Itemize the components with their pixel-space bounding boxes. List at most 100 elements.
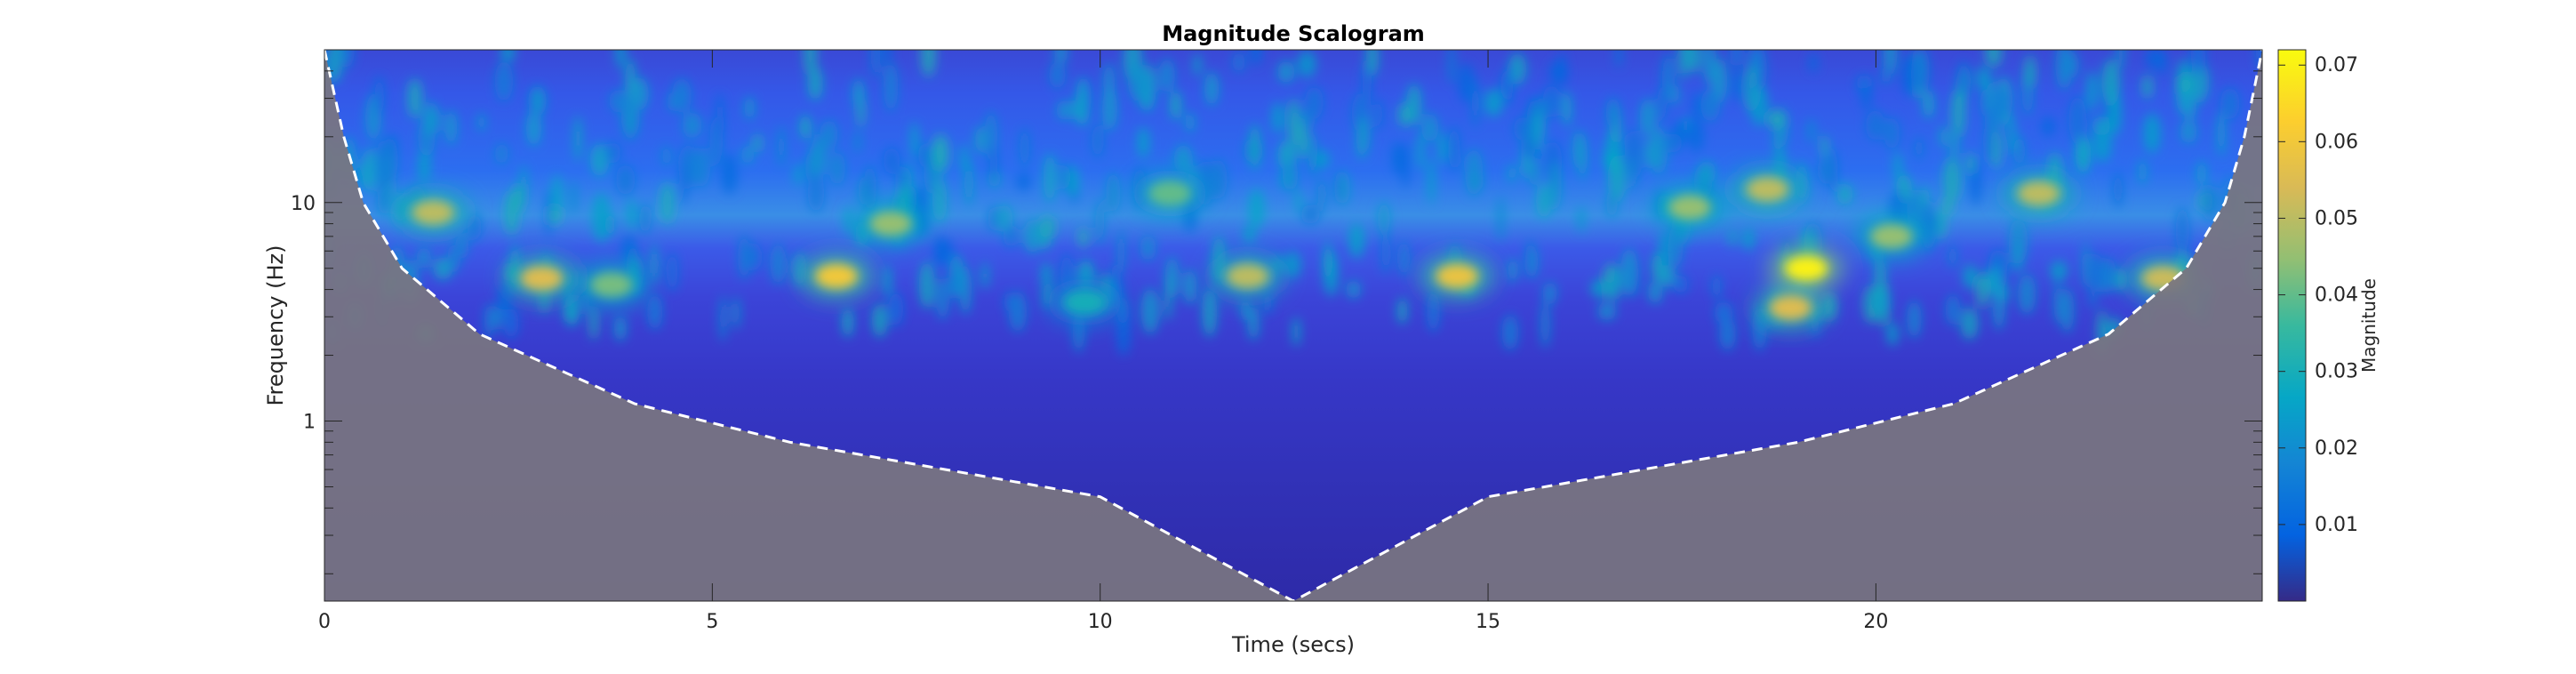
speckle-mark bbox=[1249, 124, 1261, 171]
speckle-mark bbox=[1116, 307, 1131, 356]
speckle-mark bbox=[1040, 262, 1052, 286]
speckle-mark bbox=[716, 92, 724, 140]
speckle-mark bbox=[2018, 273, 2036, 315]
speckle-mark bbox=[1820, 134, 1828, 157]
speckle-mark bbox=[1513, 117, 1532, 140]
speckle-mark bbox=[356, 163, 368, 188]
speckle-mark bbox=[1263, 291, 1273, 315]
speckle-mark bbox=[2108, 90, 2122, 136]
hotspot-core bbox=[1063, 289, 1107, 315]
speckle-mark bbox=[1941, 195, 1954, 215]
speckle-mark bbox=[1658, 265, 1676, 287]
speckle-mark bbox=[616, 164, 636, 196]
speckle-mark bbox=[1948, 129, 1961, 162]
hotspot-core bbox=[589, 272, 633, 298]
speckle-mark bbox=[1948, 244, 1957, 269]
hotspot-core bbox=[1869, 223, 1913, 249]
speckle-mark bbox=[1807, 118, 1815, 143]
speckle-mark bbox=[1881, 66, 1892, 85]
speckle-mark bbox=[1049, 61, 1066, 89]
speckle-mark bbox=[995, 204, 1013, 232]
speckle-mark bbox=[2007, 115, 2016, 155]
speckle-mark bbox=[936, 238, 954, 265]
speckle-mark bbox=[1808, 53, 1819, 73]
speckle-mark bbox=[1421, 113, 1439, 142]
speckle-mark bbox=[1907, 300, 1922, 339]
speckle-mark bbox=[1698, 160, 1716, 185]
speckle-mark bbox=[1692, 90, 1700, 128]
speckle-mark bbox=[2060, 287, 2075, 333]
speckle-mark bbox=[1649, 127, 1668, 175]
speckle-mark bbox=[2141, 75, 2153, 100]
speckle-mark bbox=[1416, 132, 1425, 171]
speckle-mark bbox=[1873, 287, 1891, 316]
speckle-mark bbox=[960, 143, 969, 173]
speckle-mark bbox=[1406, 84, 1422, 125]
speckle-mark bbox=[988, 205, 998, 233]
speckle-mark bbox=[910, 122, 919, 158]
speckle-mark bbox=[1942, 156, 1962, 203]
speckle-mark bbox=[1447, 50, 1456, 84]
speckle-mark bbox=[609, 90, 628, 113]
speckle-mark bbox=[1688, 119, 1704, 152]
speckle-mark bbox=[1572, 129, 1584, 169]
speckle-mark bbox=[1525, 239, 1536, 279]
speckle-mark bbox=[1173, 144, 1193, 174]
speckle-mark bbox=[1939, 125, 1948, 148]
speckle-mark bbox=[1664, 133, 1683, 153]
speckle-mark bbox=[494, 60, 514, 102]
speckle-mark bbox=[799, 114, 812, 140]
speckle-mark bbox=[671, 78, 692, 114]
speckle-mark bbox=[936, 277, 949, 320]
speckle-mark bbox=[1101, 87, 1118, 132]
speckle-mark bbox=[753, 133, 763, 153]
speckle-mark bbox=[1437, 132, 1447, 164]
speckle-mark bbox=[807, 66, 823, 100]
speckle-mark bbox=[2053, 277, 2061, 325]
speckle-mark bbox=[1657, 87, 1667, 123]
speckle-mark bbox=[1711, 274, 1722, 299]
speckle-mark bbox=[1728, 228, 1736, 247]
speckle-mark bbox=[721, 153, 738, 194]
speckle-mark bbox=[1397, 240, 1411, 277]
speckle-mark bbox=[1248, 189, 1265, 229]
speckle-mark bbox=[1300, 205, 1320, 224]
speckle-mark bbox=[495, 143, 508, 164]
speckle-mark bbox=[1742, 227, 1756, 252]
speckle-mark bbox=[1976, 274, 1989, 308]
hotspot-core bbox=[1436, 263, 1479, 289]
speckle-mark bbox=[2013, 135, 2026, 166]
speckle-mark bbox=[2220, 87, 2240, 120]
speckle-mark bbox=[1639, 98, 1657, 136]
speckle-mark bbox=[1193, 53, 1202, 76]
speckle-mark bbox=[1497, 196, 1505, 242]
colorbar-tick-label: 0.04 bbox=[2315, 285, 2358, 307]
speckle-mark bbox=[1004, 292, 1015, 312]
speckle-mark bbox=[863, 164, 876, 213]
speckle-mark bbox=[1893, 151, 1902, 181]
speckle-mark bbox=[1314, 149, 1330, 170]
speckle-mark bbox=[2076, 134, 2092, 175]
speckle-mark bbox=[500, 50, 516, 62]
speckle-mark bbox=[444, 109, 458, 146]
speckle-mark bbox=[2145, 50, 2164, 69]
speckle-mark bbox=[1629, 156, 1638, 192]
speckle-mark bbox=[1501, 314, 1519, 350]
speckle-mark bbox=[1023, 219, 1043, 253]
speckle-mark bbox=[1158, 59, 1175, 92]
speckle-mark bbox=[1448, 125, 1460, 173]
speckle-mark bbox=[2068, 95, 2087, 145]
speckle-mark bbox=[476, 112, 486, 132]
hotspot-core bbox=[1784, 255, 1828, 281]
speckle-mark bbox=[604, 141, 621, 164]
speckle-mark bbox=[1283, 158, 1299, 191]
speckle-mark bbox=[1590, 279, 1608, 298]
speckle-mark bbox=[639, 203, 652, 235]
speckle-mark bbox=[1243, 224, 1256, 244]
speckle-mark bbox=[844, 206, 852, 235]
hotspot-core bbox=[814, 263, 858, 289]
speckle-mark bbox=[1348, 222, 1365, 259]
speckle-mark bbox=[2041, 116, 2056, 137]
speckle-mark bbox=[1378, 201, 1390, 237]
